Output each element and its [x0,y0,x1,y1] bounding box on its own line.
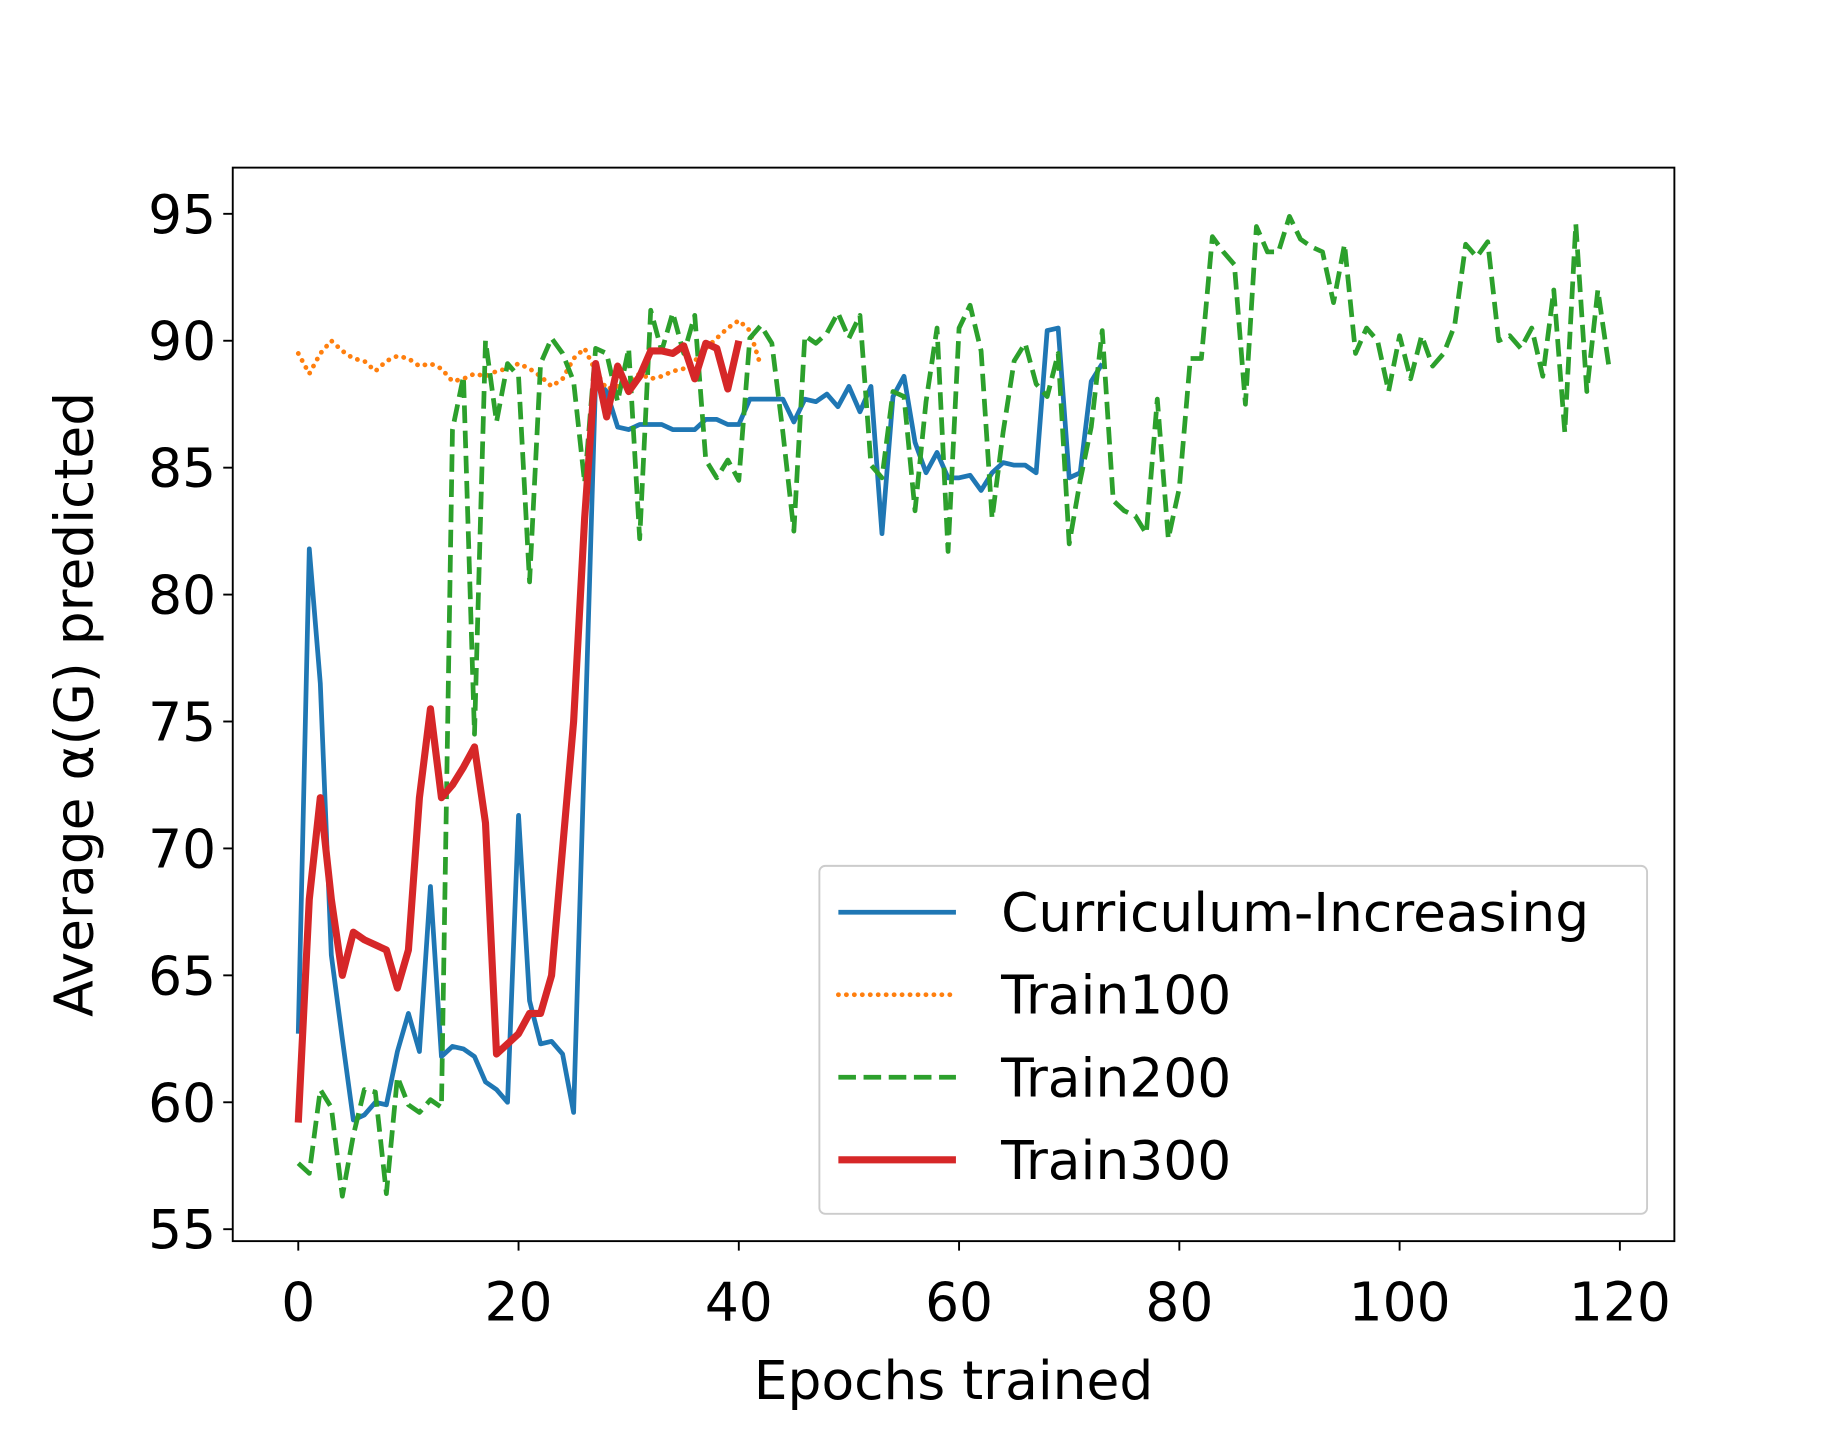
x-tick-label: 20 [485,1271,553,1334]
y-tick-label: 60 [148,1071,216,1134]
plot-area [294,213,1612,1199]
series-line [295,325,1105,1123]
legend-label: Curriculum-Increasing [1001,881,1589,944]
y-tick-label: 55 [148,1198,216,1261]
x-tick-label: 80 [1145,1271,1213,1334]
series-line [295,318,764,392]
x-tick-label: 100 [1349,1271,1451,1334]
legend-box [818,864,1649,1215]
y-tick-label: 75 [148,691,216,754]
y-tick-label: 80 [148,564,216,627]
x-axis-label: Epochs trained [754,1349,1154,1412]
y-tick-label: 95 [148,183,216,246]
y-tick-label: 85 [148,437,216,500]
x-tick-label: 40 [705,1271,773,1334]
y-tick-label: 70 [148,817,216,880]
legend-label: Train200 [1000,1046,1231,1109]
series-line [296,213,1612,1199]
y-tick-label: 90 [148,310,216,373]
x-tick-label: 60 [925,1271,993,1334]
y-tick-label: 65 [148,944,216,1007]
legend-label: Train300 [1000,1129,1231,1192]
legend-label: Train100 [1000,964,1231,1027]
y-axis-label: Average α(G) predicted [43,392,106,1017]
x-tick-label: 120 [1569,1271,1671,1334]
x-tick-label: 0 [281,1271,315,1334]
legend: Curriculum-Increasing Train100 Train200 Tra… [818,864,1649,1215]
series-line [294,339,743,1123]
axes-frame [231,166,1676,1243]
